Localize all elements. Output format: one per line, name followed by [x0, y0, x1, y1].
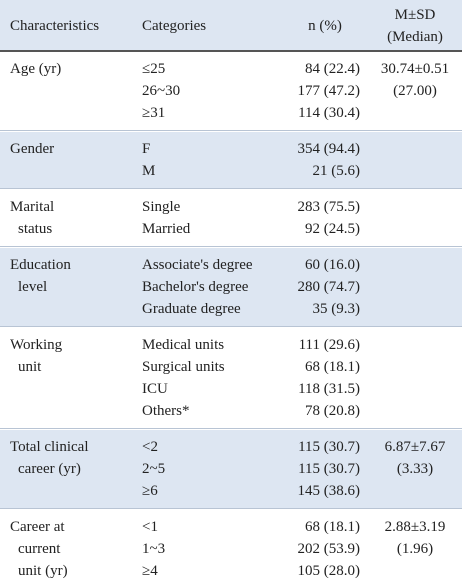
header-cell: n (%) — [308, 18, 342, 34]
category: <1 — [142, 519, 158, 535]
row-group — [0, 52, 462, 130]
header-cell: (Median) — [387, 29, 443, 45]
count: 115 (30.7) — [298, 461, 360, 477]
row-group — [0, 132, 462, 188]
category: Married — [142, 221, 191, 237]
category: 2~5 — [142, 461, 166, 477]
category: ≥4 — [142, 563, 158, 579]
row-group — [0, 328, 462, 428]
characteristic: Career at — [10, 519, 65, 535]
header-cell: Characteristics — [10, 18, 100, 34]
count: 354 (94.4) — [297, 141, 361, 157]
count: 283 (75.5) — [297, 199, 361, 215]
count: 60 (16.0) — [305, 257, 360, 273]
row-rule — [0, 508, 462, 509]
count: 78 (20.8) — [305, 403, 360, 419]
count: 177 (47.2) — [297, 83, 361, 99]
row-rule — [0, 326, 462, 327]
statistic: (3.33) — [396, 461, 434, 477]
count: 105 (28.0) — [297, 563, 361, 579]
category: 1~3 — [142, 541, 166, 557]
category: ≥31 — [142, 105, 166, 121]
count: 115 (30.7) — [298, 439, 360, 455]
header-rule — [0, 50, 462, 52]
row-rule — [0, 246, 462, 247]
category: <2 — [142, 439, 158, 455]
statistic: 2.88±3.19 — [384, 519, 446, 535]
category: Single — [142, 199, 181, 215]
header-row — [0, 0, 462, 50]
count: 84 (22.4) — [305, 61, 360, 77]
row-rule — [0, 428, 462, 429]
characteristic: current — [18, 541, 61, 557]
count: 145 (38.6) — [297, 483, 361, 499]
characteristic: status — [18, 221, 53, 237]
characteristic: Marital — [10, 199, 55, 215]
category: Others* — [142, 403, 190, 419]
statistic: 30.74±0.51 — [380, 61, 450, 77]
row-rule — [0, 188, 462, 189]
header-cell: M±SD — [394, 7, 436, 23]
row-rule — [0, 130, 462, 131]
characteristic: career (yr) — [18, 461, 81, 477]
count: 68 (18.1) — [305, 359, 360, 375]
category: Medical units — [142, 337, 225, 353]
category: ICU — [142, 381, 168, 397]
statistic: (27.00) — [393, 83, 437, 99]
characteristic: Education — [10, 257, 71, 273]
count: 68 (18.1) — [305, 519, 360, 535]
characteristic: level — [18, 279, 48, 295]
row-group — [0, 248, 462, 326]
count: 35 (9.3) — [312, 301, 361, 317]
count: 118 (31.5) — [298, 381, 360, 397]
characteristic: Age (yr) — [10, 61, 62, 77]
category: Graduate degree — [142, 301, 241, 317]
header-cell: Categories — [142, 18, 207, 34]
count: 202 (53.9) — [297, 541, 361, 557]
count: 114 (30.4) — [298, 105, 360, 121]
count: 280 (74.7) — [297, 279, 361, 295]
count: 111 (29.6) — [298, 337, 360, 353]
characteristic: unit (yr) — [18, 563, 68, 579]
row-group — [0, 430, 462, 508]
category: ≤25 — [142, 61, 166, 77]
category: ≥6 — [142, 483, 158, 499]
category: F — [142, 141, 151, 157]
characteristic: Total clinical — [10, 439, 89, 455]
category: Associate's degree — [142, 257, 253, 273]
statistic: 6.87±7.67 — [384, 439, 446, 455]
category: M — [142, 163, 156, 179]
statistic: (1.96) — [396, 541, 434, 557]
category: 26~30 — [142, 83, 181, 99]
row-group — [0, 510, 462, 580]
row-group — [0, 190, 462, 246]
category: Surgical units — [142, 359, 225, 375]
characteristic: unit — [18, 359, 42, 375]
category: Bachelor's degree — [142, 279, 249, 295]
characteristic: Working — [10, 337, 63, 353]
characteristic: Gender — [10, 141, 55, 157]
count: 92 (24.5) — [305, 221, 360, 237]
count: 21 (5.6) — [312, 163, 361, 179]
